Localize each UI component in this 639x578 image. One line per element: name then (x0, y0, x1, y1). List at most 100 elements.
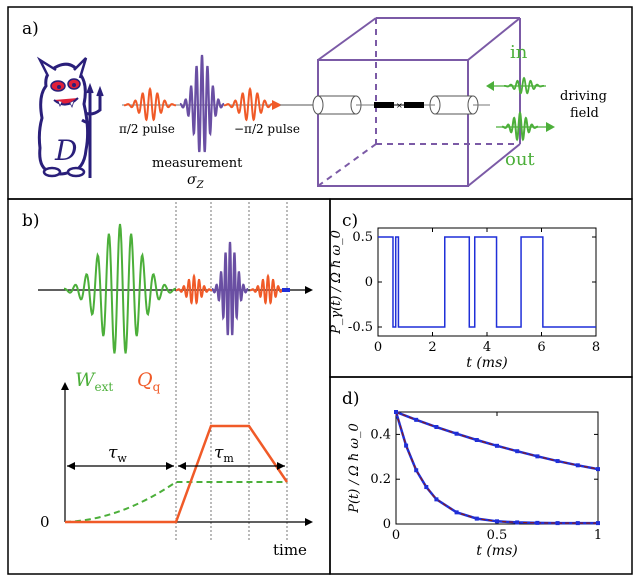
data-point (404, 443, 409, 448)
field-label: field (570, 106, 599, 121)
chart-c: 0 2 4 6 80.50-0.5t (ms)P_γ(t) / Ω ħ ω_0 (329, 227, 600, 371)
pulse-train-b (63, 223, 290, 354)
data-point (414, 468, 419, 473)
orange-pulse (223, 86, 277, 122)
data-point (596, 467, 600, 472)
x-tick-label: 6 (537, 340, 545, 355)
data-point (515, 520, 520, 525)
data-point (555, 459, 560, 464)
data-point (394, 410, 398, 414)
panel-b: b) Wext Qq 0 time τw (7, 198, 331, 575)
data-point (596, 521, 600, 526)
in-label: in (510, 42, 528, 63)
panel-a: a) D (7, 6, 633, 200)
in-wave-packet (503, 76, 545, 95)
chart-d: 0 0.5 1 0.4 0.2 0 t (ms) P(t) / Ω ħ ω_0 (347, 410, 602, 559)
data-point (454, 510, 459, 515)
pi-half-pulse-label: π/2 pulse (119, 122, 175, 136)
panel-b-label: b) (22, 211, 40, 231)
y-tick-label: 0.5 (352, 230, 373, 245)
blue-tail (282, 288, 290, 292)
x-axis-label: t (ms) (476, 543, 517, 559)
measurement-label: measurement (152, 156, 243, 171)
data-point (495, 443, 499, 448)
x-tick-label: 0 (392, 528, 400, 543)
orange-pulse (123, 86, 177, 122)
data-series-0 (395, 410, 599, 471)
data-point (495, 519, 499, 524)
data-series-1 (394, 411, 598, 525)
pulse-arrowhead (272, 100, 282, 110)
panel-d-label: d) (342, 389, 360, 409)
cavity-box (317, 17, 521, 187)
purple-pulse (179, 54, 225, 153)
demon-icon (36, 56, 104, 178)
panel-d-frame (329, 376, 633, 575)
connector-right (429, 95, 479, 115)
y-axis-label: P_γ(t) / Ω ħ ω_0 (329, 230, 344, 335)
data-point (535, 454, 540, 459)
data-point (575, 521, 580, 526)
qubit-chip: × (374, 101, 424, 110)
orange-pulse (249, 273, 287, 305)
out-arrowhead (546, 122, 555, 132)
data-point (474, 516, 479, 521)
telegraph-series (378, 236, 596, 328)
connector-left (312, 95, 362, 115)
y-tick-label: 0.2 (370, 472, 391, 487)
svg-text:×: × (396, 101, 403, 110)
demon-letter: D (54, 134, 77, 167)
q-q-curve (65, 424, 289, 524)
out-wave (496, 110, 555, 142)
panel-d: d) 0 0.5 1 0.4 0.2 0 t (ms) P(t) / Ω ħ ω_0 (329, 376, 633, 575)
plot-area (395, 411, 599, 525)
fit-series-1 (395, 411, 598, 524)
purple-pulse (211, 241, 249, 336)
pulse-train-a (122, 54, 282, 153)
x-tick-label: 0.5 (487, 528, 508, 543)
data-point (434, 425, 439, 430)
data-point (454, 431, 459, 436)
q-q-label: Qq (137, 369, 161, 394)
sigma-label: σZ (187, 172, 205, 191)
x-tick-label: 4 (483, 340, 491, 355)
panel-b-frame (7, 198, 331, 575)
data-point (555, 521, 560, 526)
panel-c: c) 0 2 4 6 80.50-0.5t (ms)P_γ(t) / Ω ħ ω_0 (329, 198, 633, 378)
w-ext-label: Wext (75, 369, 113, 394)
x-tick-label: 0 (374, 340, 382, 355)
x-tick-label: 2 (428, 340, 436, 355)
tau-w-label: τw (108, 443, 127, 465)
zero-label: 0 (40, 513, 50, 531)
fit-series-0 (395, 411, 599, 470)
time-markers (175, 202, 288, 540)
y-tick-label: 0 (365, 275, 373, 290)
y-axis-label: P(t) / Ω ħ ω_0 (347, 423, 362, 514)
data-point (474, 438, 479, 442)
x-tick-label: 8 (592, 340, 600, 355)
y-tick-label: 0.4 (370, 427, 391, 442)
plot-area (377, 227, 597, 337)
panel-c-label: c) (342, 211, 358, 231)
tau-m-arrow (178, 462, 285, 470)
data-point (535, 520, 540, 525)
tau-m-label: τm (214, 443, 234, 465)
orange-pulse (175, 273, 213, 305)
x-axis-label: t (ms) (466, 355, 507, 371)
driving-label: driving (560, 89, 607, 104)
panel-a-label: a) (22, 19, 39, 39)
y-tick-label: 0 (383, 517, 391, 532)
data-point (515, 449, 520, 454)
data-point (434, 497, 439, 502)
data-point (575, 463, 580, 468)
time-label: time (273, 541, 307, 559)
in-wave (486, 76, 546, 95)
out-wave-packet (501, 110, 539, 142)
minus-pi-half-pulse-label: −π/2 pulse (234, 122, 300, 136)
data-point (424, 485, 429, 490)
data-point (414, 417, 419, 422)
green-drive-pulse (63, 223, 177, 354)
out-label: out (505, 149, 535, 170)
x-tick-label: 1 (594, 528, 602, 543)
